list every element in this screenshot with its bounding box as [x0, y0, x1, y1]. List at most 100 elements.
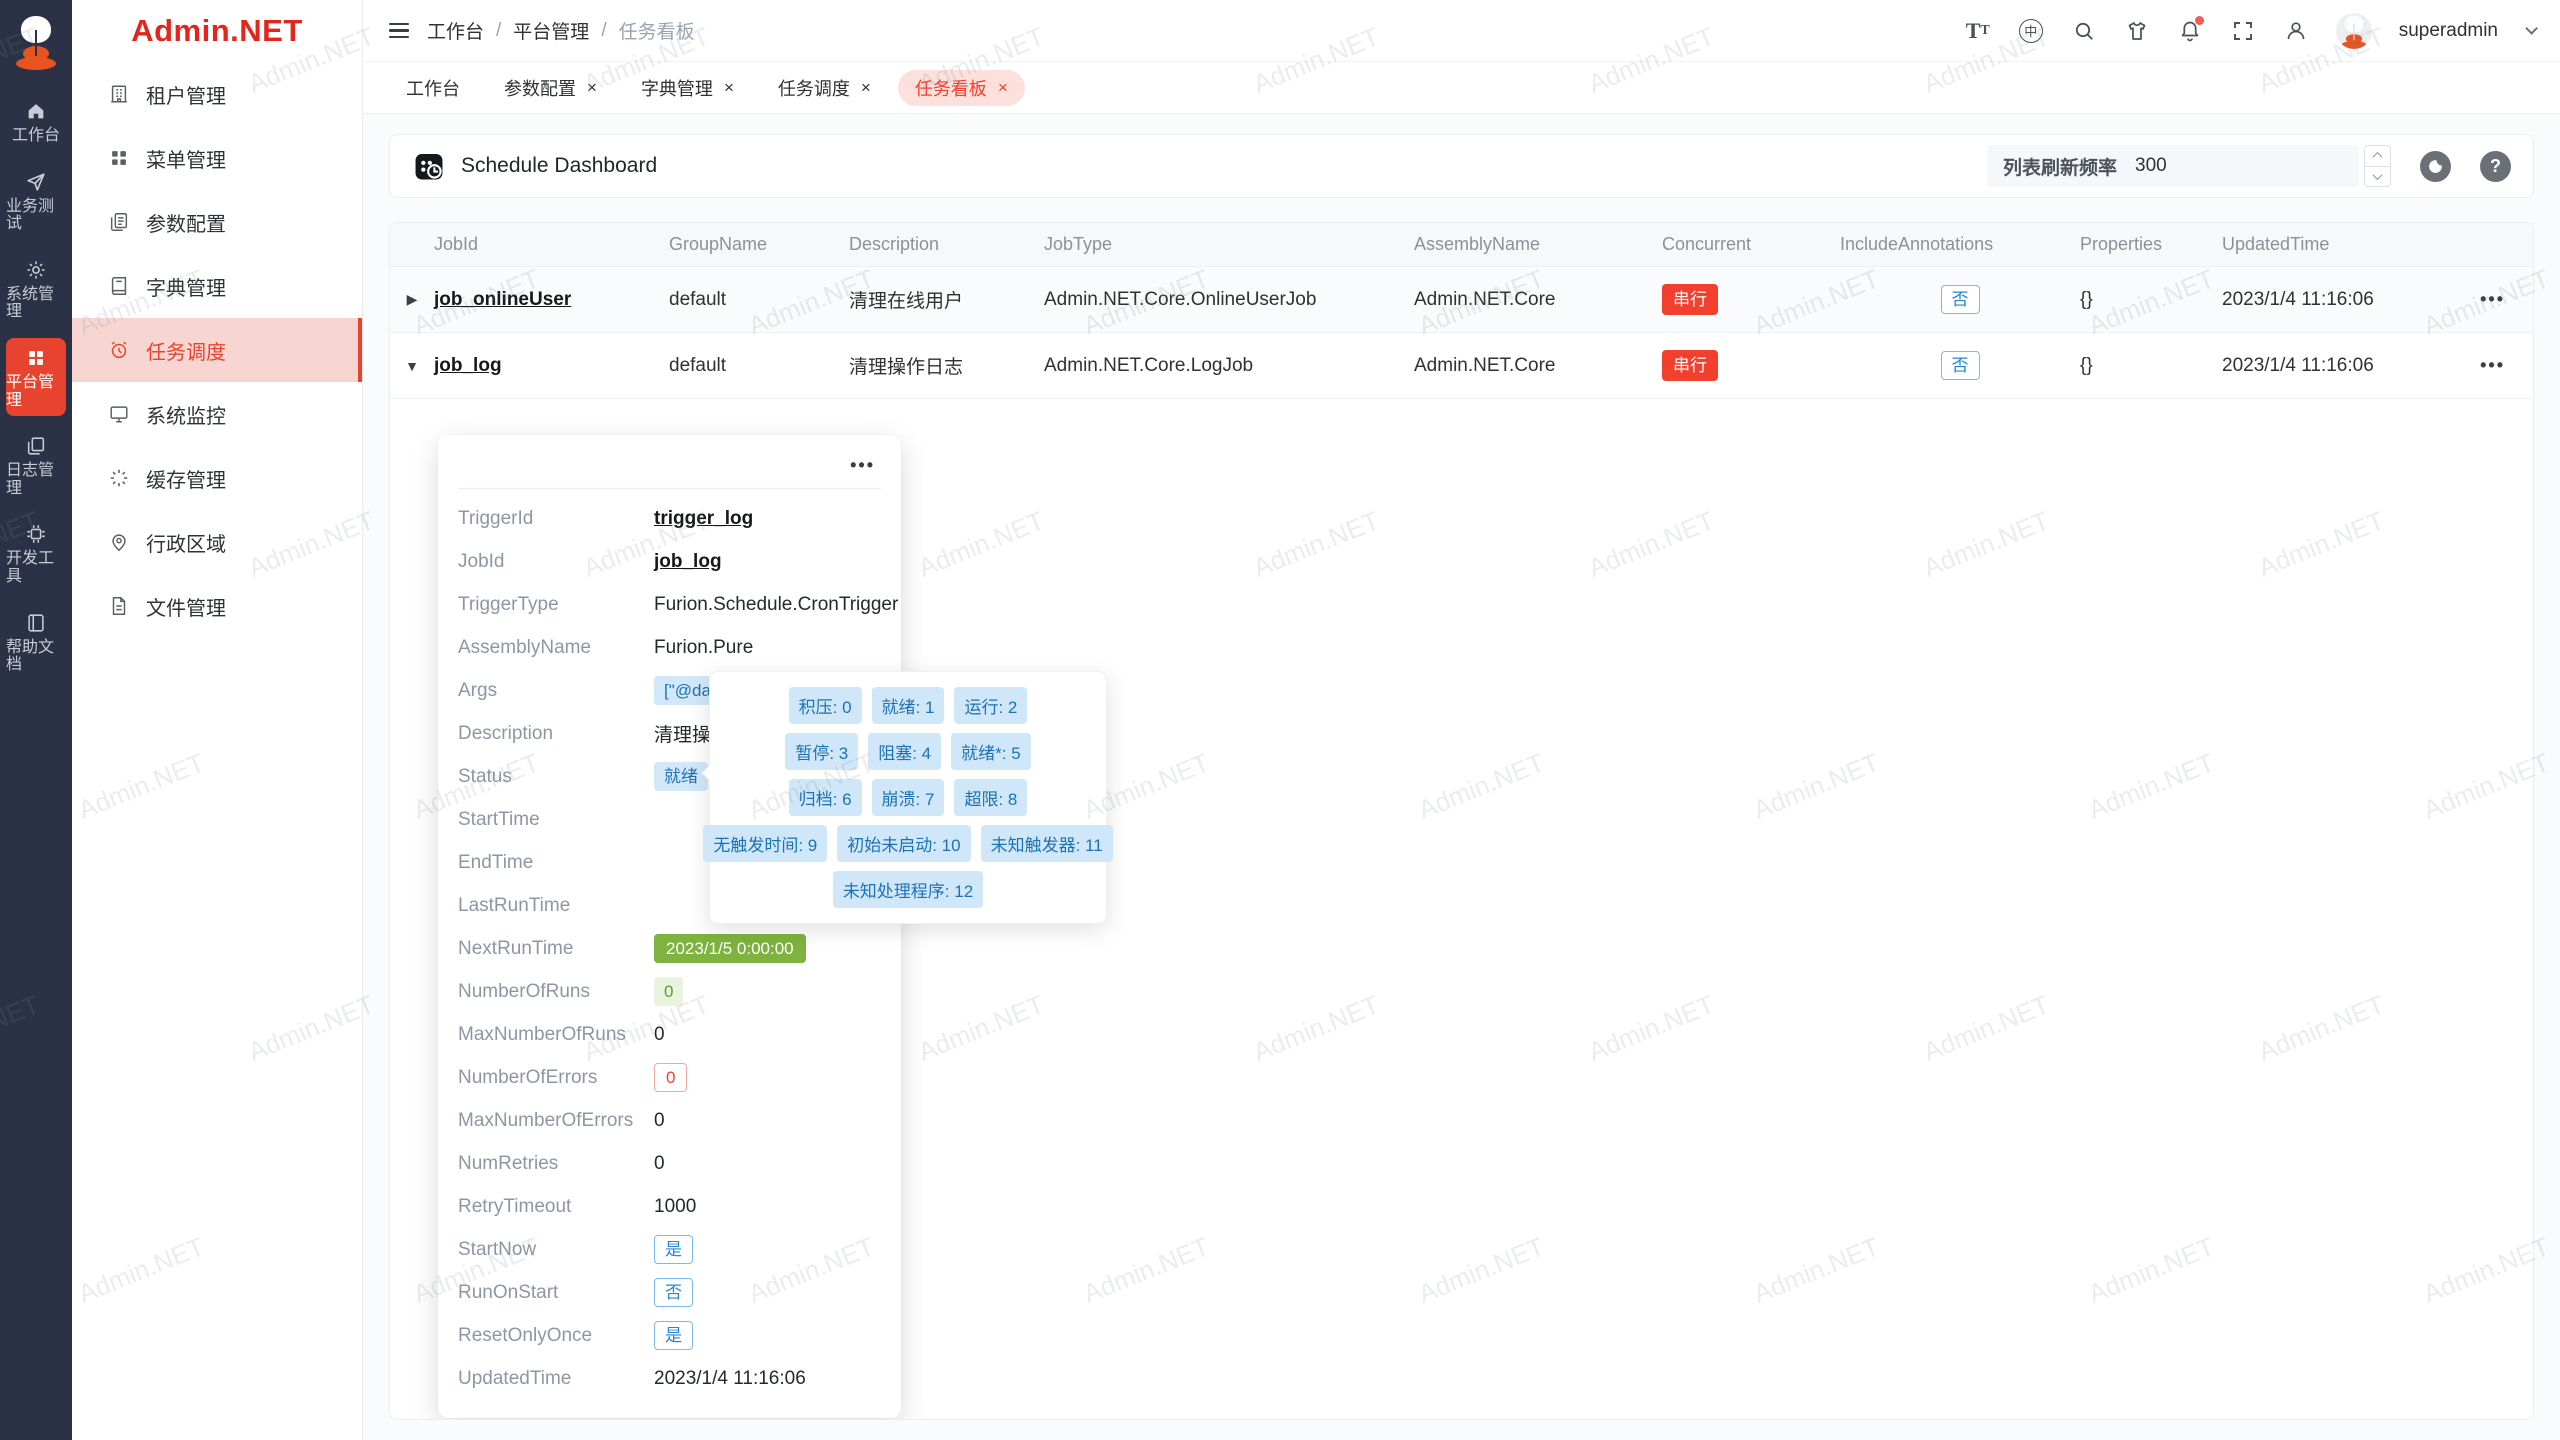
- search-icon[interactable]: [2071, 18, 2097, 44]
- properties-cell: {}: [2080, 354, 2093, 376]
- building-icon: [108, 83, 130, 105]
- monitor-icon: [108, 403, 130, 425]
- column-header: Properties: [2080, 234, 2163, 254]
- rail-item-log-mgmt[interactable]: 日志管理: [6, 426, 66, 504]
- sidebar-item-dictionary[interactable]: 字典管理: [72, 254, 362, 318]
- status-legend-popover: 积压: 0 就绪: 1 运行: 2 暂停: 3 阻塞: 4 就绪*: 5 归档:…: [701, 671, 1113, 924]
- column-header: AssemblyName: [1414, 234, 1541, 254]
- breadcrumb-item-current: 任务看板: [618, 22, 695, 43]
- number-of-errors-tag: 0: [654, 1063, 688, 1092]
- refresh-rate-field[interactable]: 列表刷新频率: [1987, 145, 2359, 187]
- notifications-bell-icon[interactable]: [2177, 15, 2204, 44]
- help-icon[interactable]: ?: [2480, 150, 2511, 182]
- user-outline-icon[interactable]: [2283, 18, 2309, 44]
- sidebar-item-label: 菜单管理: [146, 149, 226, 172]
- collapse-menu-icon[interactable]: [389, 22, 409, 39]
- row-actions-button[interactable]: •••: [2480, 288, 2505, 309]
- table-header-row: JobId GroupName Description JobType Asse…: [390, 223, 2533, 267]
- status-legend-tag: 积压: 0: [788, 687, 862, 724]
- rail-item-dev-tools[interactable]: 开发工具: [6, 514, 66, 592]
- cache-spinner-icon: [108, 467, 130, 489]
- status-tag[interactable]: 就绪: [654, 762, 708, 791]
- column-header: JobId: [434, 234, 479, 254]
- sidebar-item-menu[interactable]: 菜单管理: [72, 126, 362, 190]
- fullscreen-icon[interactable]: [2230, 18, 2256, 44]
- close-icon[interactable]: ×: [997, 78, 1008, 97]
- reset-only-once-tag: 是: [654, 1321, 693, 1350]
- breadcrumb-item[interactable]: 工作台: [427, 22, 485, 43]
- chevron-down-icon[interactable]: [2525, 22, 2538, 35]
- rail-item-workbench[interactable]: 工作台: [6, 91, 66, 152]
- file-icon: [108, 595, 130, 617]
- table-row: ▼ job_log default 清理操作日志 Admin.NET.Core.…: [390, 333, 2533, 399]
- status-legend-tag: 暂停: 3: [785, 733, 859, 770]
- book-icon: [25, 612, 47, 634]
- icon-rail: 工作台 业务测试 系统管理 平台管理 日志管理 开发工具 帮助文档: [0, 0, 72, 1440]
- table-row: ▶ job_onlineUser default 清理在线用户 Admin.NE…: [390, 267, 2533, 333]
- sidebar-item-label: 字典管理: [146, 277, 226, 300]
- rail-item-help-docs[interactable]: 帮助文档: [6, 603, 66, 681]
- job-id-link[interactable]: job_log: [434, 354, 502, 376]
- description-cell: 清理操作日志: [849, 357, 964, 378]
- sidebar-item-region[interactable]: 行政区域: [72, 510, 362, 574]
- detail-value: Furion.Schedule.CronTrigger: [654, 593, 899, 615]
- status-legend-tag: 无触发时间: 9: [703, 825, 828, 862]
- rail-item-platform-mgmt[interactable]: 平台管理: [6, 337, 66, 417]
- sidebar-item-files[interactable]: 文件管理: [72, 574, 362, 638]
- sidebar-item-label: 任务调度: [146, 341, 226, 364]
- description-cell: 清理在线用户: [849, 291, 964, 312]
- job-id-link[interactable]: job_onlineUser: [434, 288, 572, 310]
- user-avatar[interactable]: [2335, 12, 2372, 49]
- sidebar-item-tenant[interactable]: 租户管理: [72, 62, 362, 126]
- sidebar-item-label: 行政区域: [146, 533, 226, 556]
- column-header: UpdatedTime: [2222, 234, 2330, 254]
- group-name-cell: default: [669, 288, 727, 310]
- tab-dictionary[interactable]: 字典管理 ×: [640, 78, 734, 99]
- detail-value: 0: [654, 1152, 665, 1174]
- tab-params[interactable]: 参数配置 ×: [504, 78, 597, 99]
- tab-schedule[interactable]: 任务调度 ×: [777, 78, 871, 99]
- tab-workbench[interactable]: 工作台: [406, 78, 460, 99]
- concurrent-tag: 串行: [1662, 350, 1718, 381]
- sidebar-item-label: 租户管理: [146, 85, 226, 108]
- jobs-table-card: JobId GroupName Description JobType Asse…: [389, 222, 2534, 1420]
- tab-schedule-dashboard[interactable]: 任务看板 ×: [897, 69, 1025, 106]
- close-icon[interactable]: ×: [587, 78, 597, 97]
- rail-item-system-mgmt[interactable]: 系统管理: [6, 250, 66, 328]
- column-header: IncludeAnnotations: [1840, 234, 1994, 254]
- close-icon[interactable]: ×: [723, 78, 734, 97]
- status-legend-tag: 超限: 8: [954, 779, 1028, 816]
- theme-shirt-icon[interactable]: [2124, 18, 2150, 44]
- updated-time-cell: 2023/1/4 11:16:06: [2222, 354, 2374, 376]
- sidebar-item-cache[interactable]: 缓存管理: [72, 446, 362, 510]
- status-legend-tag: 阻塞: 4: [868, 733, 942, 770]
- row-actions-button[interactable]: •••: [2480, 354, 2505, 375]
- brand-logo-text[interactable]: Admin.NET: [131, 13, 303, 48]
- column-header: Description: [849, 234, 940, 254]
- panel-actions-button[interactable]: •••: [850, 455, 875, 475]
- sidebar-item-label: 参数配置: [146, 213, 226, 236]
- rail-item-business-test[interactable]: 业务测试: [6, 162, 66, 240]
- collapse-row-icon[interactable]: ▼: [405, 357, 419, 374]
- detail-value: 0: [654, 1109, 665, 1131]
- stepper-down-icon[interactable]: [2365, 167, 2390, 187]
- close-icon[interactable]: ×: [860, 78, 871, 97]
- job-id-link[interactable]: job_log: [654, 550, 722, 572]
- sidebar-item-params[interactable]: 参数配置: [72, 190, 362, 254]
- status-legend-tag: 崩溃: 7: [871, 779, 945, 816]
- sidebar-item-monitor[interactable]: 系统监控: [72, 382, 362, 446]
- trigger-id-link[interactable]: trigger_log: [654, 507, 754, 529]
- username-label[interactable]: superadmin: [2398, 19, 2498, 41]
- breadcrumb-item[interactable]: 平台管理: [513, 22, 590, 43]
- expand-row-icon[interactable]: ▶: [406, 291, 418, 307]
- refresh-rate-input[interactable]: [2135, 155, 2343, 177]
- dark-mode-moon-icon[interactable]: [2420, 150, 2451, 182]
- language-icon[interactable]: 中: [2018, 18, 2044, 44]
- chip-icon: [25, 523, 47, 545]
- stepper-up-icon[interactable]: [2365, 146, 2390, 167]
- app-logo-mascot[interactable]: [0, 0, 72, 86]
- sidebar-item-schedule[interactable]: 任务调度: [72, 318, 362, 382]
- status-legend-tag: 就绪: 1: [871, 687, 945, 724]
